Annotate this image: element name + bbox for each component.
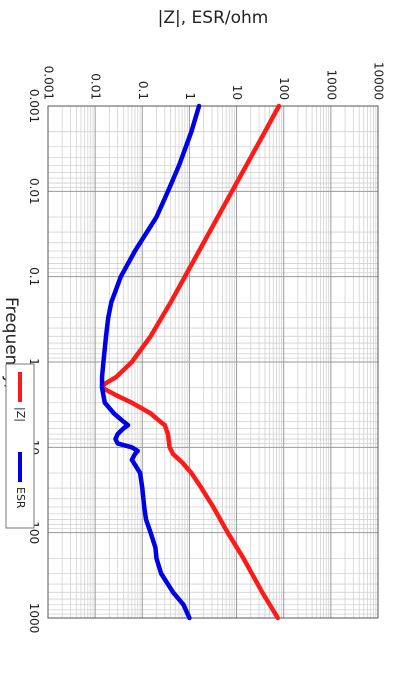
x-tick-label: 0.001 [27, 89, 41, 123]
legend-label-esr: ESR [14, 487, 27, 509]
legend-box [5, 363, 35, 529]
y-tick-label: 10 [230, 85, 244, 100]
x-tick-label: 0.1 [27, 267, 41, 286]
y-tick-label: 10000 [372, 62, 386, 100]
series-layer [99, 103, 282, 621]
legend-label-z: |Z| [14, 407, 27, 422]
y-tick-label: 0.1 [136, 81, 150, 100]
y-tick-label: 0.001 [42, 66, 56, 100]
series-line-esr [99, 103, 202, 621]
legend: |Z| ESR [5, 363, 35, 529]
y-axis-title: |Z|, ESR/ohm [158, 8, 269, 28]
x-tick-label: 1000 [27, 603, 41, 634]
y-tick-label: 100 [277, 77, 291, 100]
series-line-z [99, 103, 282, 621]
y-tick-label: 0.01 [89, 73, 103, 100]
y-tick-labels: 0.001 0.01 0.1 1 10 100 1000 10000 [42, 62, 386, 100]
y-tick-label: 1 [183, 92, 197, 100]
x-tick-label: 0.01 [27, 178, 41, 205]
x-tick-label: 1 [27, 358, 41, 366]
plot-frame [47, 105, 379, 619]
y-tick-label: 1000 [324, 69, 338, 100]
